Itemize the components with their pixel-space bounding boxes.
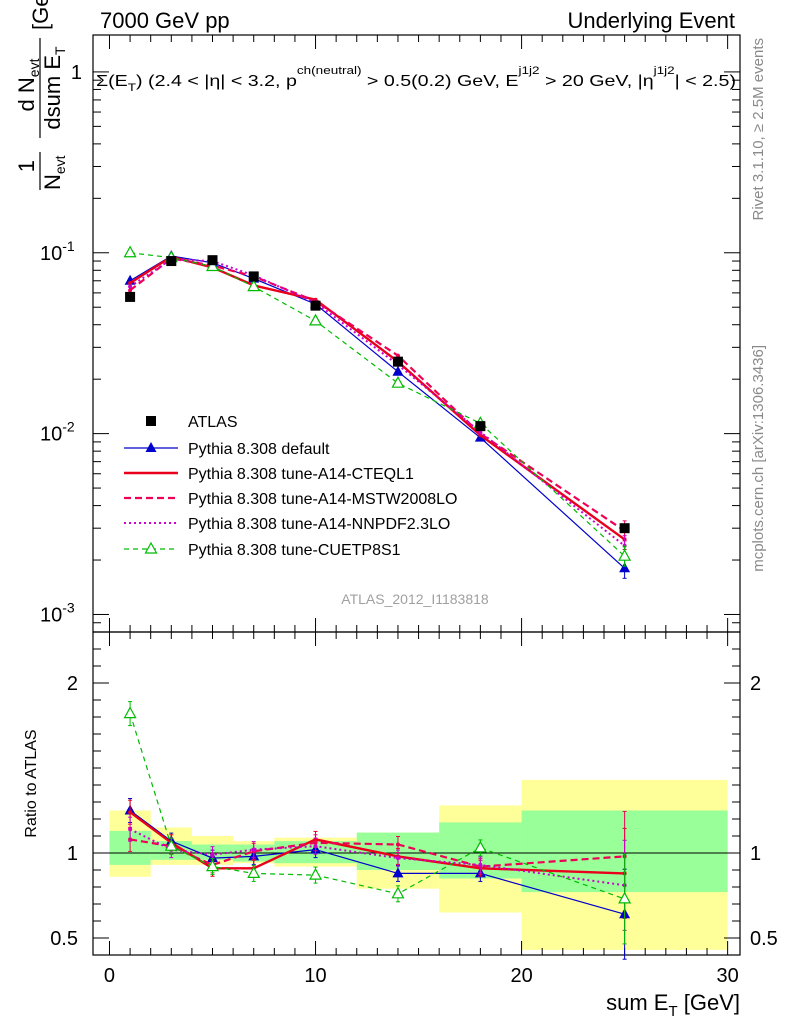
series-line bbox=[129, 257, 626, 532]
legend-marker bbox=[145, 442, 157, 452]
ratio-tick-label-left: 2 bbox=[67, 673, 78, 695]
header-right: Underlying Event bbox=[567, 8, 735, 33]
ratio-point bbox=[618, 891, 632, 904]
ratio-point bbox=[313, 844, 318, 849]
ratio-point bbox=[309, 867, 323, 880]
ratio-point bbox=[123, 706, 137, 719]
ratio-point bbox=[164, 838, 178, 851]
series-point bbox=[392, 365, 404, 376]
atlas-point bbox=[475, 421, 486, 432]
ratio-y-axis-label: Ratio to ATLAS bbox=[23, 729, 40, 837]
series-point bbox=[123, 245, 137, 258]
legend-label: Pythia 8.308 tune-A14-CTEQL1 bbox=[188, 466, 414, 483]
legend-label: Pythia 8.308 tune-A14-MSTW2008LO bbox=[188, 491, 457, 508]
panel-title: Σ(E T) (2.4 < |η| < 3.2, pch(neutral) > 0… bbox=[96, 65, 736, 94]
ratio-point bbox=[473, 840, 487, 853]
atlas-point bbox=[125, 291, 136, 302]
series-point bbox=[619, 562, 631, 573]
ratio-point bbox=[395, 842, 400, 847]
x-axis-label: sum ET [GeV] bbox=[606, 990, 740, 1020]
ratio-point bbox=[128, 827, 133, 832]
series-point bbox=[128, 284, 133, 289]
atlas-point bbox=[392, 356, 403, 367]
legend-label: Pythia 8.308 default bbox=[188, 441, 330, 458]
atlas-point bbox=[207, 255, 218, 266]
atlas-point bbox=[619, 523, 630, 534]
atlas-data-top bbox=[125, 255, 630, 534]
ratio-point bbox=[205, 859, 220, 872]
ratio-uncertainty-bands bbox=[109, 779, 728, 950]
y-tick-label: 10-1 bbox=[40, 238, 75, 265]
rivet-label: Rivet 3.1.10, ≥ 2.5M events bbox=[750, 38, 767, 221]
y-label-one: 1 bbox=[14, 160, 39, 172]
series-point bbox=[309, 313, 323, 326]
legend-marker-atlas bbox=[146, 416, 156, 426]
series-ratio-4 bbox=[123, 701, 632, 945]
x-tick-label: 20 bbox=[510, 965, 532, 987]
series-point bbox=[395, 353, 400, 358]
mcplots-label: mcplots.cern.ch [arXiv:1306.3436] bbox=[750, 345, 767, 572]
series-point bbox=[205, 259, 220, 272]
x-tick-label: 30 bbox=[717, 965, 739, 987]
ratio-line bbox=[129, 713, 625, 900]
ratio-tick-label-right: 1 bbox=[750, 843, 761, 865]
y-label-numerator: d Nevt bbox=[14, 58, 42, 111]
atlas-point bbox=[310, 300, 321, 311]
ratio-point bbox=[210, 852, 215, 857]
legend-label: Pythia 8.308 tune-CUETP8S1 bbox=[188, 542, 401, 559]
x-axis-ticks bbox=[108, 35, 729, 955]
y-label-nevt: Nevt bbox=[40, 155, 68, 190]
ratio-point bbox=[391, 886, 405, 899]
x-tick-label: 0 bbox=[104, 965, 115, 987]
ratio-point bbox=[251, 847, 256, 852]
ratio-tick-label-right: 0.5 bbox=[750, 928, 778, 950]
x-tick-label: 10 bbox=[304, 965, 326, 987]
series-point bbox=[247, 279, 261, 292]
legend-label-atlas: ATLAS bbox=[188, 414, 238, 431]
bottom-panel-frame bbox=[92, 631, 741, 956]
y-label-unit: [GeV-1] bbox=[26, 0, 53, 30]
ratio-tick-label-right: 2 bbox=[750, 673, 761, 695]
ratio-point bbox=[128, 810, 133, 815]
legend: ATLAS Pythia 8.308 default Pythia 8.308 tu… bbox=[124, 414, 457, 559]
ratio-point bbox=[392, 867, 404, 878]
ratio-line bbox=[129, 811, 625, 875]
ratio-point bbox=[395, 856, 400, 861]
analysis-id: ATLAS_2012_I1183818 bbox=[341, 591, 489, 607]
series-line bbox=[130, 252, 626, 557]
series-point bbox=[618, 548, 632, 561]
legend-label: Pythia 8.308 tune-A14-NNPDF2.3LO bbox=[188, 516, 450, 533]
y-tick-label: 1 bbox=[71, 62, 82, 84]
y-tick-label: 10-2 bbox=[40, 419, 75, 446]
series-point bbox=[391, 375, 405, 388]
y-tick-label: 10-3 bbox=[40, 599, 75, 626]
series-top-3 bbox=[128, 257, 627, 557]
legend-marker bbox=[144, 541, 158, 554]
atlas-point bbox=[166, 256, 177, 267]
atlas-point bbox=[248, 271, 259, 282]
ratio-tick-label-left: 1 bbox=[67, 843, 78, 865]
ratio-tick-label-left: 0.5 bbox=[50, 928, 78, 950]
y-label-denominator: dsum ET bbox=[40, 46, 68, 130]
series-point bbox=[128, 281, 133, 286]
header-left: 7000 GeV pp bbox=[100, 8, 230, 33]
ratio-point bbox=[247, 866, 261, 879]
series-point bbox=[128, 288, 133, 293]
ratio-point bbox=[478, 862, 483, 867]
y-axis-ticks-bottom bbox=[93, 631, 740, 956]
